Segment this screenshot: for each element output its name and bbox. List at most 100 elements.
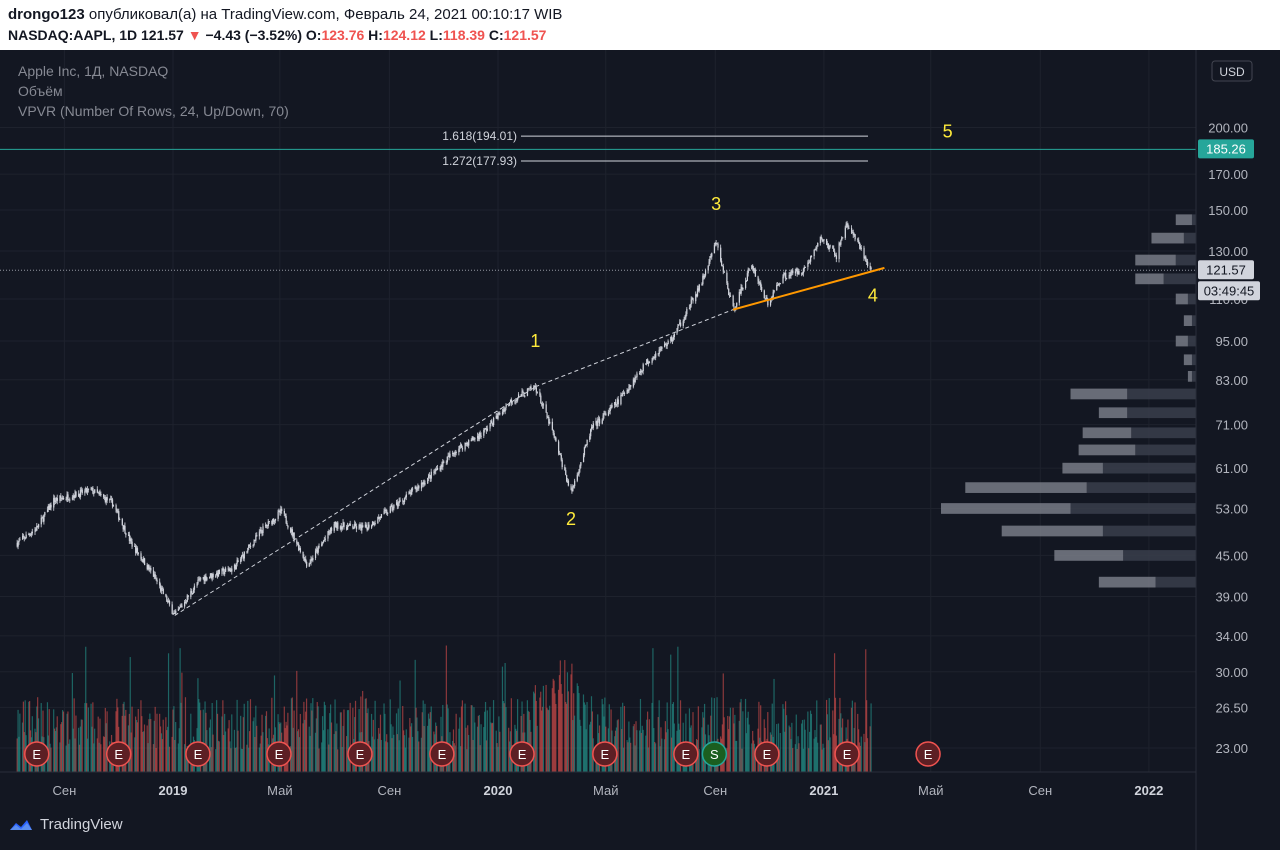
volume-bar	[237, 730, 239, 772]
volume-bar	[290, 698, 293, 772]
legend-vpvr[interactable]: VPVR (Number Of Rows, 24, Up/Down, 70)	[18, 103, 289, 119]
chart-area[interactable]: 1.618(194.01) 1.272(177.93) 1 2 3 4 5 E E E E E E E…	[0, 50, 1280, 850]
candle-body	[236, 560, 238, 564]
author-name[interactable]: drongo123	[8, 6, 85, 23]
candle-body	[92, 488, 94, 494]
candle-body	[658, 349, 660, 355]
chart-grid	[0, 50, 1196, 772]
symbol-label: NASDAQ:AAPL, 1D	[8, 27, 138, 43]
volume-bar	[261, 714, 263, 772]
volume-bar	[305, 698, 308, 772]
earnings-marker-icon	[673, 741, 699, 767]
candle-body	[402, 500, 404, 502]
volume-bar	[125, 709, 127, 772]
candle-body	[466, 443, 468, 445]
candle-body	[553, 433, 555, 437]
volume-bar	[661, 738, 663, 772]
price-chart[interactable]: 1.618(194.01) 1.272(177.93) 1 2 3 4 5 E E E E E E E…	[0, 50, 1280, 850]
candle-body	[284, 513, 286, 517]
candle-body	[44, 512, 46, 516]
vp-up-bar	[1183, 354, 1192, 366]
volume-bar	[478, 714, 480, 772]
earnings-marker-icon	[754, 741, 780, 767]
candle-body	[272, 518, 274, 525]
candle-body	[580, 462, 582, 466]
volume-bar	[96, 738, 98, 772]
candle-body	[19, 539, 21, 541]
candle-body	[698, 284, 700, 291]
volume-bar	[854, 702, 856, 772]
volume-bar	[86, 738, 89, 772]
vp-up-bar	[1175, 335, 1188, 347]
volume-bar	[392, 726, 394, 772]
volume-bar	[65, 745, 67, 772]
volume-bar	[510, 698, 512, 772]
currency-button[interactable]: USD	[1219, 65, 1245, 79]
volume-bar	[535, 700, 537, 772]
candle-body	[516, 399, 518, 401]
volume-bar	[814, 730, 816, 772]
volume-bar	[172, 709, 174, 772]
volume-bar	[585, 729, 587, 772]
horizontal-line-price-badge-bg	[1198, 139, 1254, 159]
volume-bar	[789, 727, 791, 772]
candle-body	[231, 568, 233, 572]
candle-body	[595, 421, 597, 424]
candle-body	[458, 448, 460, 453]
volume-bar	[283, 706, 285, 772]
candle-body	[147, 565, 149, 570]
volume-bar	[664, 721, 666, 772]
price-axis-tick: 26.50	[1215, 700, 1248, 715]
volume-bar	[424, 703, 426, 772]
candle-body	[59, 495, 61, 501]
candle-body	[761, 286, 763, 291]
candle-body	[127, 534, 130, 536]
volume-bar	[166, 730, 168, 772]
volume-bar	[24, 700, 26, 772]
volume-bar	[21, 722, 24, 772]
candle-body	[265, 524, 267, 527]
volume-bar	[866, 700, 868, 772]
tradingview-logo[interactable]: TradingView	[8, 816, 123, 833]
volume-bar	[50, 747, 52, 772]
candle-body	[130, 538, 132, 542]
volume-bar	[748, 724, 750, 772]
legend-volume[interactable]: Объём	[18, 83, 63, 99]
volume-bar	[442, 704, 444, 772]
volume-bar	[782, 704, 784, 772]
candle-body	[428, 475, 430, 478]
volume-bar	[329, 713, 331, 772]
vp-down-bar	[1123, 550, 1196, 561]
candle-body	[590, 426, 593, 430]
candle-body	[297, 543, 299, 545]
legend-symbol[interactable]: Apple Inc, 1Д, NASDAQ	[18, 63, 169, 79]
candle-body	[497, 413, 499, 419]
candle-body	[74, 491, 76, 498]
candle-body	[47, 505, 50, 510]
volume-bar	[98, 742, 100, 772]
candle-body	[549, 421, 551, 424]
wave-label: 2	[566, 509, 576, 529]
volume-bar	[729, 707, 731, 772]
volume-bar	[265, 711, 268, 772]
candle-body	[852, 232, 854, 236]
candle-body	[274, 518, 277, 521]
candle-body	[286, 522, 288, 526]
volume-bar	[663, 739, 666, 772]
candle-body	[610, 407, 612, 409]
volume-bar	[69, 739, 71, 772]
volume-bar	[330, 704, 332, 772]
volume-bar	[728, 716, 731, 772]
volume-bar	[642, 729, 644, 772]
wave-connector-line	[174, 309, 734, 616]
volume-bar	[349, 702, 351, 772]
candle-body	[128, 534, 131, 541]
candle-body	[202, 577, 204, 579]
candle-body	[181, 605, 183, 607]
volume-bar	[54, 731, 57, 772]
volume-bar	[665, 732, 667, 772]
volume-bar	[567, 691, 569, 772]
candle-body	[677, 325, 679, 329]
volume-bar	[652, 648, 654, 772]
